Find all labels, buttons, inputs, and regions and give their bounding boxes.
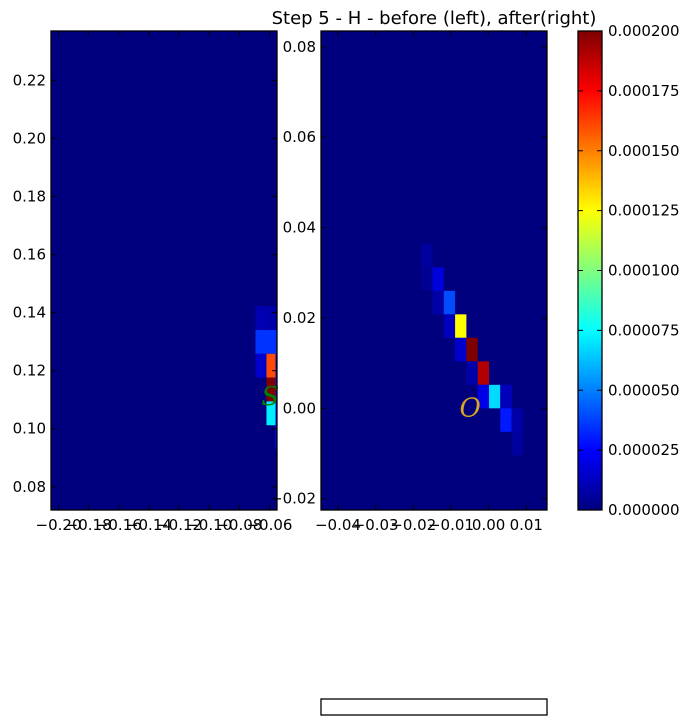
heatmap-cell: [266, 353, 277, 378]
heatmap-cell: [477, 384, 489, 409]
heatmap-cell: [511, 431, 523, 456]
x-tick-label: −0.06: [246, 516, 292, 534]
heatmap-cell: [275, 401, 277, 426]
y-tick-label: 0.20: [13, 129, 46, 147]
x-tick-label: −0.16: [96, 516, 142, 534]
y-tick-label: 0.02: [283, 309, 316, 327]
colorbar: 0.000000 0.000025 0.000050 0.000075 0.000100…: [577, 22, 680, 519]
heatmap-cell: [432, 267, 444, 291]
heatmap-cell: [455, 337, 467, 362]
heatmap-cell: [488, 384, 501, 409]
plot-background: [51, 31, 277, 510]
x-tick-label: 0.01: [510, 516, 543, 534]
y-tick-label: 0.08: [13, 478, 46, 496]
x-tick-label: −0.01: [428, 516, 474, 534]
heatmap-after: O−0.04−0.03−0.02−0.010.00 0.01−0.020.000.…: [270, 30, 548, 534]
colorbar-tick-label: 0.000150: [608, 142, 680, 160]
heatmap-cell: [466, 361, 478, 385]
x-tick-label: −0.03: [353, 516, 399, 534]
colorbar-tick-label: 0.000075: [608, 321, 680, 339]
heatmap-cell: [255, 306, 267, 331]
heatmap-cell: [421, 267, 433, 291]
heatmap-cell: [266, 377, 277, 402]
heatmap-cell: [477, 361, 489, 385]
y-tick-label: 0.08: [283, 38, 316, 56]
empty-axes-box: [320, 698, 548, 716]
colorbar-tick-label: 0.000175: [608, 82, 680, 100]
heatmap-cell: [255, 353, 267, 378]
heatmap-cell: [500, 408, 512, 432]
heatmap-cell: [275, 353, 277, 378]
heatmap-cell: [255, 330, 267, 354]
x-tick-label: −0.04: [315, 516, 361, 534]
y-tick-label: 0.06: [283, 128, 316, 146]
figure-title: Step 5 - H - before (left), after(right): [272, 8, 597, 29]
colorbar-tick-label: 0.000100: [608, 262, 680, 280]
axes-frame: [50, 30, 278, 511]
colorbar-tick-label: 0.000050: [608, 381, 680, 399]
y-tick-label: 0.14: [13, 304, 46, 322]
x-tick-label: −0.10: [186, 516, 232, 534]
colorbar-tick-label: 0.000025: [608, 441, 680, 459]
y-tick-label: −0.02: [270, 490, 316, 508]
colorbar-tick-label: 0.000200: [608, 22, 680, 40]
y-tick-label: 0.22: [13, 71, 46, 89]
heatmap-cell: [443, 290, 456, 315]
x-tick-label: −0.18: [66, 516, 112, 534]
y-tick-label: 0.18: [13, 187, 46, 205]
heatmap-cell: [432, 290, 444, 315]
y-tick-label: 0.10: [13, 420, 46, 438]
heatmap-cell: [443, 314, 456, 338]
heatmap-cell: [511, 408, 523, 432]
heatmap-cell: [275, 377, 277, 402]
heatmap-cells: [255, 306, 277, 450]
marker-label: O: [459, 393, 480, 423]
colorbar-tick-label: 0.000125: [608, 202, 680, 220]
heatmap-cell: [500, 384, 512, 409]
heatmap-cells: [421, 243, 523, 456]
heatmap-cell: [466, 337, 478, 362]
y-tick-label: 0.04: [283, 219, 316, 237]
heatmap-cell: [455, 314, 467, 338]
x-tick-label: −0.02: [390, 516, 436, 534]
heatmap-cell: [266, 401, 277, 426]
x-tick-label: −0.08: [216, 516, 262, 534]
x-tick-label: −0.20: [36, 516, 82, 534]
y-tick-label: 0.12: [13, 362, 46, 380]
x-tick-label: −0.14: [126, 516, 172, 534]
y-tick-label: 0.16: [13, 246, 46, 264]
x-tick-label: −0.12: [156, 516, 202, 534]
heatmap-cell: [266, 306, 277, 331]
marker-label: S: [261, 382, 279, 412]
heatmap-before: S −0.20−0.18−0.16−0.14−0.12−0.10−0.08−0.0…: [13, 30, 292, 534]
heatmap-cell: [421, 243, 433, 268]
heatmap-cell: [266, 330, 277, 354]
y-tick-label: 0.00: [283, 399, 316, 417]
heatmap-cell: [275, 425, 277, 450]
colorbar-tick-label: 0.000000: [608, 501, 680, 519]
x-tick-label: 0.00: [472, 516, 505, 534]
axes-frame: [320, 30, 548, 511]
